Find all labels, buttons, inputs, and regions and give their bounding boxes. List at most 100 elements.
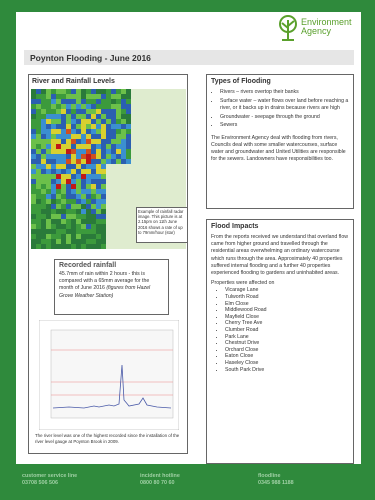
radar-cell xyxy=(51,244,56,249)
radar-cell xyxy=(31,184,36,189)
street-item: Middlewood Road xyxy=(225,307,349,314)
radar-cell xyxy=(81,154,86,159)
radar-cell xyxy=(66,114,71,119)
radar-cell xyxy=(96,224,101,229)
logo-text: Environment Agency xyxy=(301,18,352,36)
radar-cell xyxy=(76,204,81,209)
radar-cell xyxy=(101,89,106,94)
radar-cell xyxy=(86,194,91,199)
types-text: The Environment Agency deal with floodin… xyxy=(211,134,346,163)
radar-cell xyxy=(86,104,91,109)
radar-cell xyxy=(81,219,86,224)
radar-cell xyxy=(46,154,51,159)
radar-cell xyxy=(56,94,61,99)
radar-cell xyxy=(96,114,101,119)
radar-cell xyxy=(71,204,76,209)
radar-cell xyxy=(31,129,36,134)
radar-cell xyxy=(121,134,126,139)
radar-cell xyxy=(61,139,66,144)
radar-cell xyxy=(61,129,66,134)
radar-cell xyxy=(31,239,36,244)
radar-cell xyxy=(36,219,41,224)
radar-cell xyxy=(61,144,66,149)
radar-cell xyxy=(111,104,116,109)
radar-cell xyxy=(66,214,71,219)
map-caption: Example of rainfall radar image. This pi… xyxy=(136,207,188,243)
radar-cell xyxy=(81,204,86,209)
radar-cell xyxy=(36,189,41,194)
radar-cell xyxy=(91,109,96,114)
street-item: Elm Close xyxy=(225,301,349,308)
radar-cell xyxy=(111,154,116,159)
radar-cell xyxy=(81,109,86,114)
radar-cell xyxy=(61,174,66,179)
radar-cell xyxy=(96,154,101,159)
radar-cell xyxy=(86,209,91,214)
radar-cell xyxy=(36,109,41,114)
radar-cell xyxy=(91,129,96,134)
radar-cell xyxy=(106,109,111,114)
radar-cell xyxy=(36,119,41,124)
street-item: Chestnut Drive xyxy=(225,340,349,347)
footer-label: incident hotline xyxy=(140,473,180,479)
radar-cell xyxy=(81,139,86,144)
title-bar xyxy=(24,50,354,65)
radar-cell xyxy=(86,154,91,159)
radar-cell xyxy=(46,239,51,244)
radar-cell xyxy=(66,124,71,129)
radar-cell xyxy=(81,164,86,169)
radar-cell xyxy=(41,124,46,129)
radar-cell xyxy=(111,89,116,94)
radar-cell xyxy=(81,99,86,104)
radar-cell xyxy=(46,224,51,229)
radar-cell xyxy=(96,89,101,94)
radar-cell xyxy=(81,104,86,109)
footer-item: incident hotline 0800 80 70 60 xyxy=(140,473,180,486)
radar-cell xyxy=(36,149,41,154)
radar-cell xyxy=(71,224,76,229)
radar-cell xyxy=(111,114,116,119)
radar-cell xyxy=(56,219,61,224)
radar-cell xyxy=(101,174,106,179)
radar-cell xyxy=(106,119,111,124)
radar-cell xyxy=(31,204,36,209)
types-panel: Types of Flooding Rivers – rivers overto… xyxy=(206,74,354,209)
radar-cell xyxy=(61,164,66,169)
radar-cell xyxy=(41,244,46,249)
radar-cell xyxy=(51,209,56,214)
radar-cell xyxy=(51,169,56,174)
radar-cell xyxy=(91,119,96,124)
radar-cell xyxy=(56,119,61,124)
radar-cell xyxy=(46,129,51,134)
radar-cell xyxy=(76,139,81,144)
radar-cell xyxy=(96,124,101,129)
radar-cell xyxy=(31,154,36,159)
radar-cell xyxy=(111,144,116,149)
radar-cell xyxy=(91,124,96,129)
radar-cell xyxy=(121,99,126,104)
radar-cell xyxy=(81,189,86,194)
radar-cell xyxy=(61,179,66,184)
radar-cell xyxy=(116,129,121,134)
radar-cell xyxy=(116,159,121,164)
radar-cell xyxy=(86,99,91,104)
radar-cell xyxy=(51,229,56,234)
radar-cell xyxy=(76,179,81,184)
radar-cell xyxy=(66,154,71,159)
radar-cell xyxy=(71,184,76,189)
radar-cell xyxy=(91,229,96,234)
radar-cell xyxy=(101,134,106,139)
radar-cell xyxy=(76,234,81,239)
radar-cell xyxy=(76,129,81,134)
radar-cell xyxy=(91,239,96,244)
radar-cell xyxy=(56,134,61,139)
radar-cell xyxy=(76,214,81,219)
radar-cell xyxy=(36,169,41,174)
radar-cell xyxy=(61,104,66,109)
radar-cell xyxy=(101,189,106,194)
radar-cell xyxy=(81,209,86,214)
radar-cell xyxy=(31,114,36,119)
footer-item: customer service line 03708 506 506 xyxy=(22,473,77,486)
radar-cell xyxy=(36,144,41,149)
